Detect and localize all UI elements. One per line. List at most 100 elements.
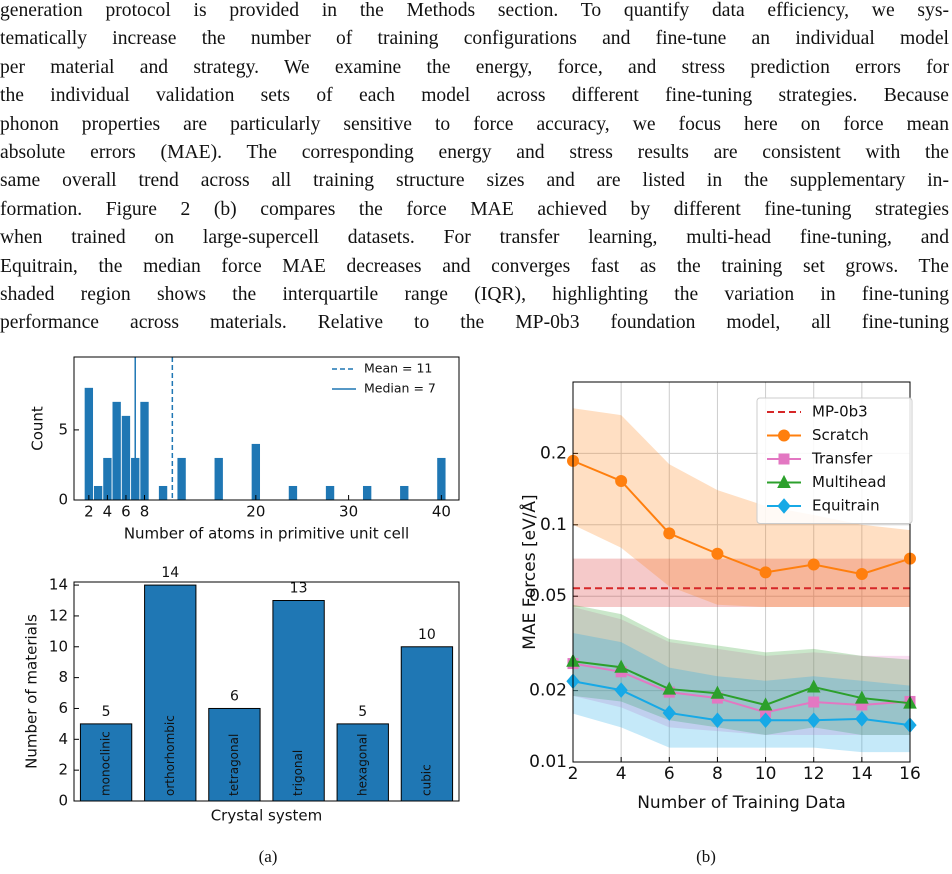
marker [662, 681, 677, 695]
bar [121, 415, 131, 500]
x-tick-label: 12 [803, 764, 825, 784]
legend-label: Multihead [812, 473, 886, 491]
legend-label: MP-0b3 [812, 403, 868, 421]
series-line [572, 680, 911, 727]
series-line [572, 662, 911, 714]
text-line: generation protocol is provided in the M… [0, 0, 949, 21]
value-label: 10 [418, 627, 436, 643]
iqr-band [573, 408, 910, 608]
marker [710, 712, 725, 729]
y-axis-label: Number of materials [23, 614, 41, 769]
marker [855, 690, 869, 704]
bar [336, 723, 389, 802]
marker [758, 697, 773, 711]
marker [614, 659, 628, 673]
bar [325, 485, 335, 500]
x-tick-label: 4 [103, 503, 113, 521]
legend-label: Scratch [812, 426, 869, 444]
caption: (a) [259, 847, 278, 866]
y-tick-label: 8 [58, 668, 68, 686]
text-line: per material and strategy. We examine th… [0, 56, 949, 78]
x-axis-label: Number of Training Data [637, 793, 846, 813]
bar [251, 443, 261, 500]
x-tick-label: 6 [121, 503, 131, 521]
x-tick-label: 40 [432, 503, 451, 521]
text-line: when trained on large-supercell datasets… [0, 227, 949, 249]
bar [400, 646, 454, 802]
x-tick-label: 8 [140, 503, 150, 521]
y-tick-label: 5 [58, 420, 68, 438]
marker [777, 474, 791, 488]
text-line: Equitrain, the median force MAE decrease… [0, 255, 949, 277]
bar [177, 457, 186, 500]
x-tick-label: 10 [755, 764, 777, 784]
value-label: 13 [290, 581, 308, 597]
y-tick-label: 0.05 [529, 586, 567, 606]
y-tick-label: 2 [58, 761, 68, 779]
value-label: 5 [358, 704, 367, 720]
paragraph: generation protocol is provided in the M… [0, 0, 949, 338]
bar [140, 401, 149, 500]
legend-label: Transfer [811, 450, 873, 468]
bar [272, 600, 325, 802]
marker [662, 705, 676, 721]
bar [362, 485, 372, 500]
y-tick-label: 0.02 [529, 681, 567, 701]
y-tick-label: 0.1 [540, 515, 567, 535]
bar [208, 707, 261, 802]
bar [288, 485, 298, 500]
x-tick-label: 30 [339, 503, 358, 521]
y-tick-label: 10 [49, 637, 68, 655]
y-tick-label: 14 [49, 576, 68, 594]
caption: (b) [696, 847, 716, 866]
y-tick-label: 0 [58, 792, 68, 810]
legend-label: Mean = 11 [364, 361, 432, 376]
value-label: 6 [230, 688, 239, 704]
series-line [572, 660, 911, 706]
axes-frame [73, 356, 460, 501]
y-tick-label: 6 [58, 699, 68, 717]
category-label: orthorhombic [163, 715, 177, 796]
marker [855, 711, 869, 727]
value-label: 14 [161, 565, 179, 581]
marker [806, 679, 821, 693]
y-tick-label: 0 [58, 491, 68, 509]
marker [663, 527, 676, 540]
marker [615, 474, 628, 487]
bar [214, 457, 223, 500]
x-tick-label: 14 [851, 764, 873, 784]
text-line: performance across materials. Relative t… [0, 312, 949, 334]
text-line: same overall trend across all training s… [0, 170, 949, 192]
bar [93, 485, 103, 500]
marker [807, 558, 820, 571]
x-tick-label: 2 [84, 503, 94, 521]
x-axis-label: Number of atoms in primitive unit cell [124, 525, 409, 543]
x-tick-label: 20 [246, 503, 265, 521]
marker [614, 682, 628, 698]
x-tick-label: 8 [712, 764, 723, 784]
marker [778, 429, 790, 442]
marker [759, 566, 772, 579]
bar [103, 457, 112, 500]
category-label: tetragonal [227, 734, 241, 796]
iqr-band [573, 558, 910, 608]
marker [855, 568, 868, 581]
y-axis-label: Count [29, 406, 47, 451]
bar [437, 457, 446, 500]
axes-frame [572, 381, 911, 763]
x-tick-label: 6 [664, 764, 675, 784]
legend-label: Equitrain [812, 497, 880, 515]
marker [777, 498, 791, 514]
y-tick-label: 12 [49, 606, 68, 624]
bar [400, 485, 409, 500]
legend-label: Median = 7 [364, 381, 436, 396]
text-line: shaded region shows the interquartile ra… [0, 284, 949, 306]
bar [84, 387, 94, 500]
category-label: hexagonal [355, 734, 369, 796]
y-tick-label: 0.01 [529, 752, 567, 772]
series-line [572, 459, 911, 576]
marker [808, 696, 820, 708]
legend-box [756, 397, 913, 524]
